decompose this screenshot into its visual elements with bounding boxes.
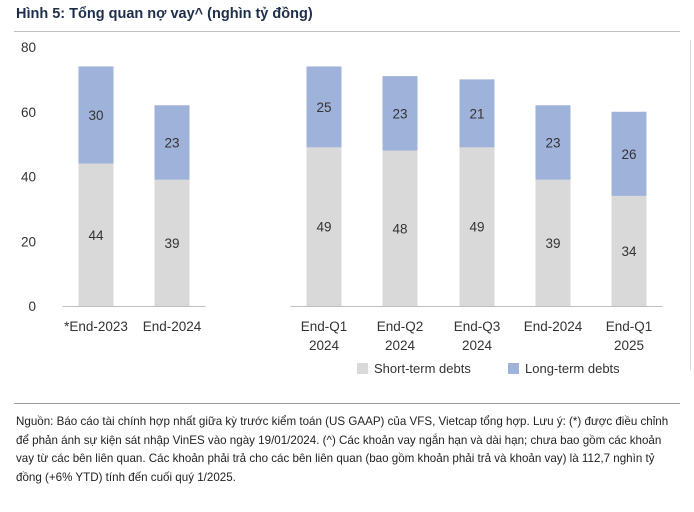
title-divider (14, 31, 680, 32)
bar-long-term (535, 105, 571, 180)
y-tick-label: 40 (21, 170, 36, 185)
data-label-long-term: 26 (621, 147, 636, 162)
bar-short-term (459, 147, 495, 306)
y-tick-label: 60 (21, 105, 36, 120)
x-tick-label: End-Q1 (301, 319, 348, 334)
y-tick-label: 0 (28, 299, 36, 314)
data-label-long-term: 21 (469, 106, 484, 121)
y-tick-label: 80 (21, 40, 36, 55)
x-tick-label: 2024 (462, 338, 493, 353)
y-tick-label: 20 (21, 234, 36, 249)
data-label-long-term: 23 (545, 136, 560, 151)
bar-short-term (382, 150, 418, 306)
legend-label-short-term: Short-term debts (374, 361, 471, 376)
x-tick-label: End-2024 (524, 319, 583, 334)
source-divider (14, 403, 680, 404)
data-label-short-term: 39 (545, 236, 560, 251)
x-tick-label: End-Q1 (606, 319, 653, 334)
bar-long-term (78, 66, 114, 164)
stacked-bar-chart: 0 20 40 60 80 44 30 *End-2023 39 23 End-2024 49 25 En… (21, 40, 663, 353)
x-tick-label: *End-2023 (64, 319, 128, 334)
bar-long-term (154, 105, 190, 180)
bar-short-term (306, 147, 342, 306)
legend-item-short-term: Short-term debts (357, 361, 471, 376)
chart-legend: Short-term debts Long-term debts (0, 361, 694, 381)
bar-short-term (78, 163, 114, 306)
data-label-short-term: 39 (164, 236, 179, 251)
data-label-long-term: 23 (164, 136, 179, 151)
bar-short-term (154, 179, 190, 306)
source-note: Nguồn: Báo cáo tài chính hợp nhất giữa k… (16, 415, 669, 484)
bar-short-term (535, 179, 571, 306)
data-label-short-term: 34 (621, 244, 637, 259)
chart-title: Hình 5: Tổng quan nợ vay^ (nghìn tỷ đồng… (16, 6, 313, 22)
legend-swatch-long-term (508, 363, 519, 374)
bar-long-term (459, 79, 495, 148)
data-label-short-term: 48 (392, 221, 407, 236)
bar-short-term (611, 195, 647, 306)
data-label-long-term: 25 (316, 100, 331, 115)
x-tick-label: 2024 (385, 338, 416, 353)
bar-long-term (306, 66, 342, 148)
x-tick-label: End-2024 (143, 319, 202, 334)
data-label-short-term: 44 (88, 228, 104, 243)
data-label-long-term: 30 (88, 108, 103, 123)
data-label-long-term: 23 (392, 106, 407, 121)
x-tick-label: End-Q3 (454, 319, 501, 334)
legend-item-long-term: Long-term debts (508, 361, 620, 376)
bar-long-term (611, 111, 647, 196)
data-label-short-term: 49 (316, 220, 331, 235)
frame-edge (690, 40, 691, 370)
x-tick-label: 2025 (614, 338, 644, 353)
legend-label-long-term: Long-term debts (525, 361, 620, 376)
bar-long-term (382, 76, 418, 151)
x-tick-label: 2024 (309, 338, 340, 353)
data-label-short-term: 49 (469, 220, 484, 235)
legend-swatch-short-term (357, 363, 368, 374)
x-tick-label: End-Q2 (377, 319, 424, 334)
